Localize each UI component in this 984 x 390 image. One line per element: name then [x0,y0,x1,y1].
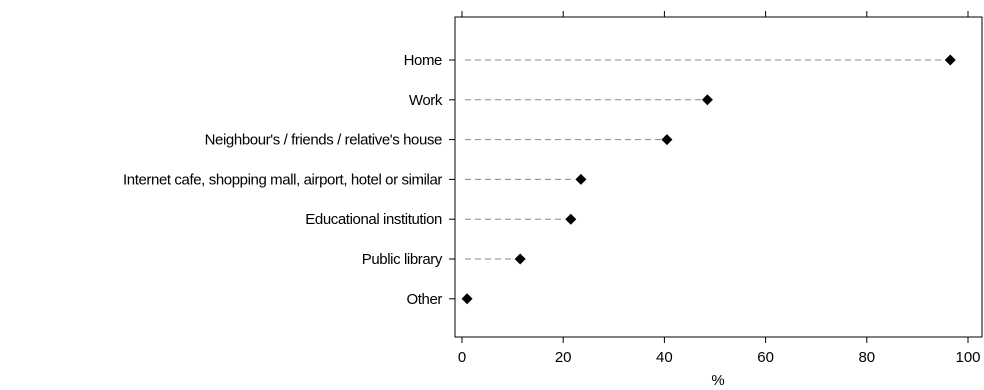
category-label: Educational institution [305,211,442,228]
category-labels: Home Work Neighbour's / friends / relative… [123,52,443,308]
data-marker [514,253,526,265]
data-markers [461,54,956,305]
x-tick-label: 80 [858,349,875,366]
x-tick-label: 20 [555,349,572,366]
x-tick-label: 60 [757,349,774,366]
plot-frame [454,16,983,338]
category-label: Public library [362,251,443,268]
x-ticks [449,11,969,343]
x-tick-label: 40 [656,349,673,366]
x-tick-label: 100 [955,349,980,366]
x-tick-labels: 0 20 40 60 80 100 [458,349,981,366]
category-label: Internet cafe, shopping mall, airport, h… [123,171,442,188]
data-marker [565,213,577,225]
data-marker [461,293,473,305]
category-label: Work [409,92,443,109]
data-marker [575,173,587,185]
category-label: Other [406,291,442,308]
category-label: Home [404,52,442,69]
data-marker [661,134,673,146]
x-tick-label: 0 [458,349,466,366]
data-marker [944,54,956,66]
data-marker [701,94,713,106]
leader-lines [465,59,945,260]
category-label: Neighbour's / friends / relative's house [205,132,442,149]
x-axis-label: % [711,372,724,389]
